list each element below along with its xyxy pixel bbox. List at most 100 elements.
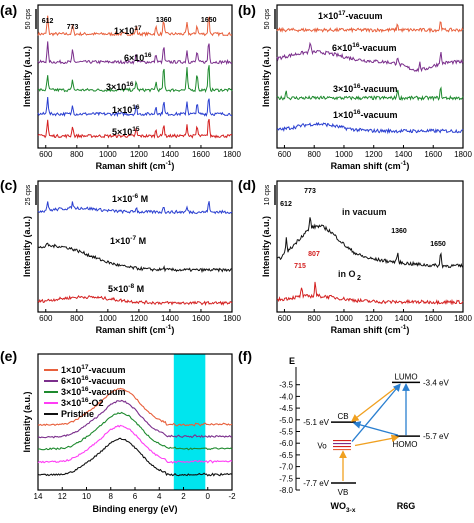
x-tick-label: 1200 [365, 314, 383, 323]
series-label: 6×1016-vacuum [332, 42, 397, 53]
series-line [37, 437, 233, 477]
series-line [37, 201, 233, 215]
x-tick-label: 1400 [395, 150, 413, 159]
label-exponent: 16 [144, 52, 152, 59]
series-line [37, 411, 233, 451]
plot-frame [37, 4, 233, 149]
cb-energy: -5.1 eV [303, 418, 329, 427]
panel-b: (b) 600 800 1000 1200 1400 1600 1800 Raman shift… [238, 2, 472, 171]
x-tick-label: 1400 [161, 314, 179, 323]
x-label-subscript: 3-x [346, 507, 356, 514]
label-exponent: 17 [338, 10, 346, 17]
label-exponent: 16 [353, 83, 361, 90]
label-exponent: -7 [130, 235, 136, 242]
subscript-2: 2 [357, 275, 361, 282]
x-tick-label: 6 [133, 492, 138, 501]
label-exponent: 16 [352, 42, 360, 49]
label-base: 3×10 [333, 84, 353, 94]
series-line [276, 217, 464, 269]
panel-label: (c) [0, 177, 17, 193]
transfer-arrow [351, 383, 401, 442]
peak-label: 715 [294, 263, 306, 270]
x-axis-title: Binding energy (eV) [92, 504, 177, 514]
legend-entry: 3×1016-vacuum [61, 386, 126, 397]
x-tick-label: 1200 [130, 150, 148, 159]
label-base: 3×10 [106, 82, 126, 92]
x-axis-title-base: Raman shift (cm [331, 161, 401, 171]
series-line [37, 118, 233, 139]
plot-frame [276, 180, 464, 313]
peak-label: 773 [304, 188, 316, 195]
x-tick-label: 1600 [424, 314, 442, 323]
y-axis-title: Intensity (a.u.) [261, 216, 271, 277]
x-axis-title-suffix: ) [406, 325, 409, 335]
label-base: 6×10 [124, 53, 144, 63]
x-tick-label: 1800 [223, 314, 241, 323]
x-label-base: WO [331, 501, 347, 511]
x-tick-label: 1800 [454, 150, 472, 159]
label-exponent: 16 [81, 375, 89, 382]
series-line [37, 97, 233, 118]
label-base: 1×10 [61, 365, 81, 375]
y-tick-label: -4.0 [279, 392, 293, 401]
label-suffix: M [138, 194, 148, 204]
x-tick-label: 1000 [335, 150, 353, 159]
panel-a: (a) 600 800 1000 1200 1400 1600 1800 Raman shift… [0, 2, 241, 171]
label-suffix: -vacuum [361, 110, 398, 120]
label-base: 5×10 [108, 284, 128, 294]
x-tick-label: 2 [181, 492, 186, 501]
label-exponent: 16 [81, 397, 89, 404]
panel-label: (d) [238, 177, 256, 193]
x-tick-label: 10 [82, 492, 91, 501]
x-tick-label: 600 [278, 150, 292, 159]
peak-label: 773 [67, 24, 79, 31]
series-label: in O [338, 269, 356, 279]
label-base: 1×10 [333, 110, 353, 120]
label-exponent: 17 [81, 364, 89, 371]
x-axis-title: Raman shift (cm-1) [96, 160, 175, 171]
x-tick-label: 14 [34, 492, 43, 501]
y-tick-label: -5.5 [279, 428, 293, 437]
x-tick-label: 1200 [365, 150, 383, 159]
x-tick-label: 12 [58, 492, 67, 501]
label-exponent: -8 [128, 283, 134, 290]
series-label: 3×1016 [106, 81, 134, 92]
lumo-label: LUMO [394, 372, 417, 381]
label-base: 1×10 [112, 194, 132, 204]
series-line [276, 281, 464, 306]
series-label: in vacuum [342, 207, 387, 217]
series-line [37, 242, 233, 274]
panel-d: (d) 600 800 1000 1200 1400 1600 1800 Raman shift… [238, 177, 472, 335]
label-exponent: 16 [126, 81, 134, 88]
x-tick-label: 800 [308, 314, 322, 323]
series-label: 1×1016 [112, 104, 140, 115]
x-axis-title-suffix: ) [171, 161, 174, 171]
panel-label: (b) [238, 2, 256, 18]
y-axis-title: Intensity (a.u.) [22, 46, 32, 107]
y-axis-title: Intensity (a.u.) [261, 46, 271, 107]
series-line [37, 424, 233, 464]
vb-label: VB [338, 488, 349, 497]
x-tick-label: 1600 [192, 314, 210, 323]
x-axis-title-suffix: ) [406, 161, 409, 171]
legend-entry: 6×1016-vacuum [61, 375, 126, 386]
highlight-band [173, 354, 206, 490]
legend-entry: Pristine [61, 409, 94, 419]
x-tick-label: 1000 [99, 150, 117, 159]
label-base: 1×10 [112, 105, 132, 115]
series-label: 1×1017 [114, 25, 142, 36]
y-tick-label: -8.0 [279, 486, 293, 495]
series-line [38, 65, 233, 93]
panel-label: (a) [0, 2, 17, 18]
x-axis-title-suffix: ) [171, 325, 174, 335]
series-label: 1×10-7 M [110, 235, 146, 246]
series-label: 5×10-8 M [108, 283, 144, 294]
y-tick-label: -4.5 [279, 404, 293, 413]
label-exponent: 17 [134, 25, 142, 32]
label-exponent: 16 [132, 104, 140, 111]
homo-label: HOMO [393, 440, 418, 449]
series-line [37, 399, 233, 439]
label-base: 6×10 [332, 43, 352, 53]
legend-entry: 3×1016-O2 [61, 397, 104, 408]
